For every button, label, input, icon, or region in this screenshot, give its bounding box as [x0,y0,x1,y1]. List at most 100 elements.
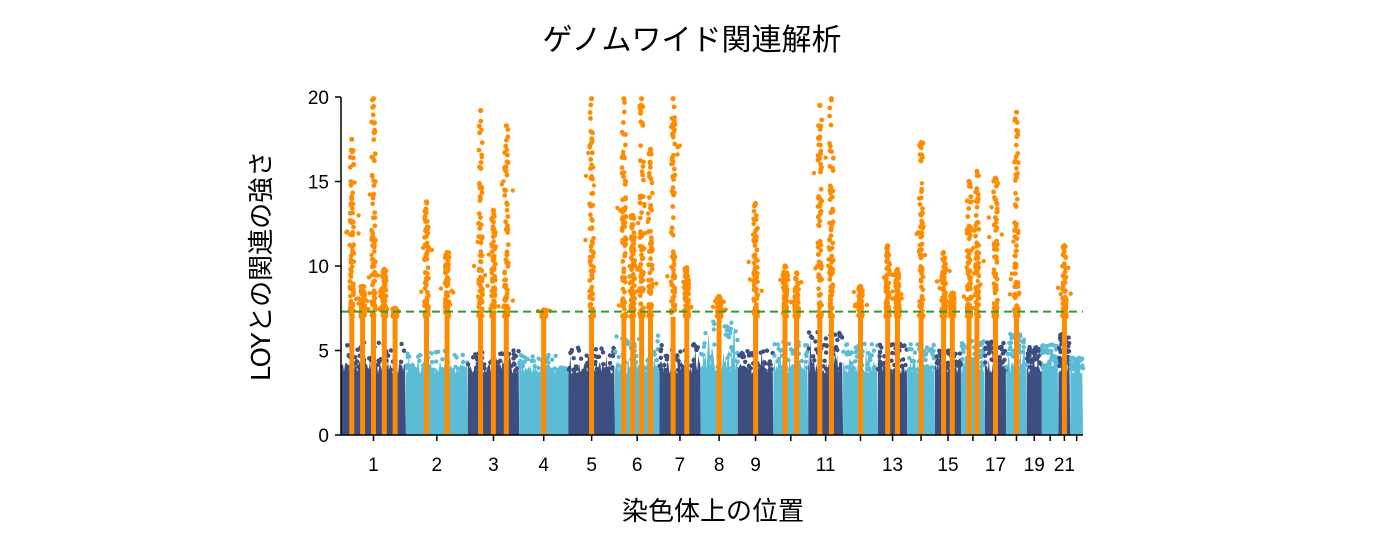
locus-point [751,221,757,227]
locus-point [672,141,678,147]
locus-point [886,260,892,266]
snp-point [769,367,774,372]
locus-point [669,225,675,231]
locus-point [826,245,831,250]
locus-point [478,240,484,246]
locus-core [974,316,980,435]
locus-point [638,301,643,307]
locus-point [942,280,948,286]
snp-point [735,337,740,343]
locus-point [392,314,398,320]
snp-point [878,349,883,355]
locus-point [424,234,429,239]
snp-point [759,366,764,371]
snp-point [740,365,745,371]
locus-point [781,273,786,279]
locus-point [818,314,824,320]
snp-point [786,341,792,346]
snp-point [823,336,829,341]
snp-point [594,366,599,371]
snp-point [868,354,873,359]
snp-point [610,353,616,359]
locus-peak-point [639,96,645,102]
snp-point [1066,349,1072,354]
snp-point [571,356,576,361]
locus-point [649,241,654,246]
locus-point [967,302,973,308]
locus-peak-point [647,146,654,152]
locus-point [366,307,371,312]
locus-point [1063,274,1069,280]
snp-point [1057,345,1062,351]
chromosome-20-snps [1039,342,1061,435]
snp-point [1000,351,1006,356]
locus-core [541,316,547,435]
locus-point [504,249,510,255]
snp-point [1047,366,1052,371]
snp-point [496,364,501,370]
snp-point [408,367,413,373]
locus-peak-point [423,199,430,205]
significant-locus-chr2 [419,199,435,435]
snp-point [466,362,471,367]
x-tick-label: 15 [937,455,958,476]
locus-point [671,153,676,158]
y-tick-label: 20 [308,88,329,109]
snp-point [989,357,994,362]
locus-point [949,295,955,300]
locus-peak-point [370,96,377,102]
significant-locus-chr16 [969,168,986,435]
x-tick-label: 1 [368,455,379,476]
locus-point [650,190,655,196]
snp-point [806,330,812,335]
locus-point [670,297,675,303]
snp-point [1043,348,1049,353]
locus-core [817,316,823,435]
locus-point [818,208,824,214]
locus-core [589,316,595,435]
snp-point [824,367,830,373]
locus-point [969,295,975,300]
snp-point [985,340,990,345]
locus-point [476,268,482,273]
locus-point [504,207,510,213]
snp-point [525,356,530,362]
locus-peak-point [503,123,509,129]
locus-point [975,314,981,320]
snp-point [519,353,525,359]
snp-point [600,350,606,355]
locus-point [622,299,628,305]
locus-point [372,129,378,135]
locus-point [815,204,821,209]
snp-point [1080,366,1086,371]
locus-core [782,316,788,435]
locus-point [974,289,980,295]
snp-point [960,347,966,352]
snp-point [611,345,616,351]
locus-point [370,257,376,263]
locus-peak-point [589,96,595,102]
locus-point [621,109,627,115]
locus-point [371,249,377,254]
snp-point [1047,361,1052,366]
locus-point [964,265,969,270]
locus-point [385,307,390,312]
snp-point [762,361,768,366]
snp-point [553,353,558,358]
locus-core [424,316,429,435]
locus-point [637,103,643,109]
locus-point [647,270,653,276]
locus-point [1062,269,1068,275]
locus-point [827,270,832,275]
locus-point [640,123,646,128]
snp-point [772,353,777,358]
locus-core [670,316,676,435]
locus-point [502,277,507,283]
snp-point [1071,356,1076,361]
snp-point [474,355,479,360]
snp-point [584,353,589,358]
locus-point [972,270,978,276]
snp-point [723,332,728,337]
locus-point [981,258,986,264]
locus-point [639,210,644,216]
